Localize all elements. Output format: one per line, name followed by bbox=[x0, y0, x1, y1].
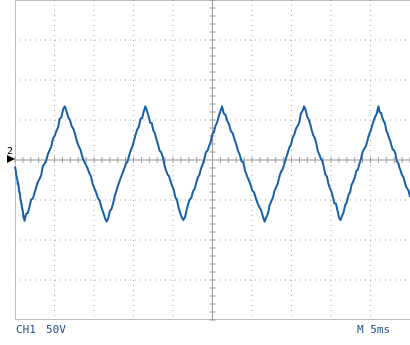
ground-marker-arrow bbox=[7, 155, 15, 163]
channel-label: CH1 bbox=[16, 323, 36, 336]
ground-level-marker: 2 bbox=[7, 146, 15, 163]
timebase-readout: M 5ms bbox=[357, 323, 390, 336]
ground-marker-label: 2 bbox=[7, 146, 13, 157]
ch1-waveform-trace bbox=[14, 105, 410, 223]
vertical-scale-readout: 50V bbox=[46, 323, 66, 336]
graticule bbox=[14, 0, 410, 321]
